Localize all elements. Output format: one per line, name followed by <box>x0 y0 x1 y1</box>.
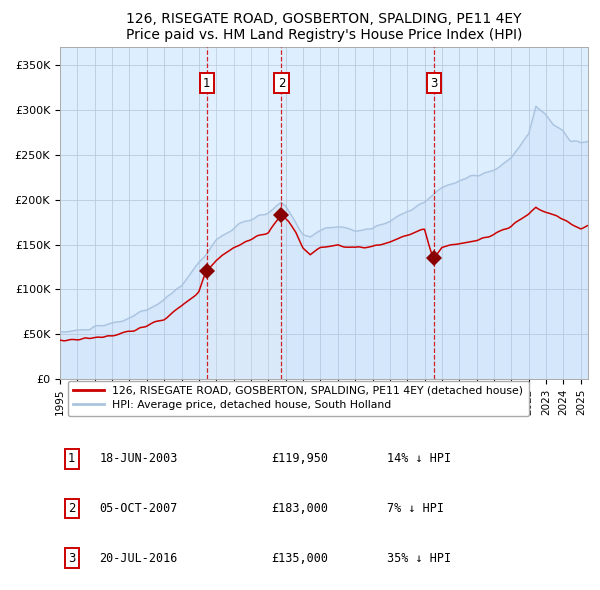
Text: 35% ↓ HPI: 35% ↓ HPI <box>388 552 451 565</box>
Title: 126, RISEGATE ROAD, GOSBERTON, SPALDING, PE11 4EY
Price paid vs. HM Land Registr: 126, RISEGATE ROAD, GOSBERTON, SPALDING,… <box>126 12 522 42</box>
Text: 1: 1 <box>203 77 211 90</box>
Text: £119,950: £119,950 <box>271 452 328 466</box>
Text: £183,000: £183,000 <box>271 502 328 515</box>
Legend: 126, RISEGATE ROAD, GOSBERTON, SPALDING, PE11 4EY (detached house), HPI: Average: 126, RISEGATE ROAD, GOSBERTON, SPALDING,… <box>68 381 529 416</box>
Text: £135,000: £135,000 <box>271 552 328 565</box>
Text: 3: 3 <box>68 552 76 565</box>
Text: 1: 1 <box>68 452 76 466</box>
Text: 14% ↓ HPI: 14% ↓ HPI <box>388 452 451 466</box>
Text: 05-OCT-2007: 05-OCT-2007 <box>100 502 178 515</box>
Text: 20-JUL-2016: 20-JUL-2016 <box>100 552 178 565</box>
Text: 18-JUN-2003: 18-JUN-2003 <box>100 452 178 466</box>
Text: 3: 3 <box>430 77 438 90</box>
Text: 2: 2 <box>68 502 76 515</box>
Text: 7% ↓ HPI: 7% ↓ HPI <box>388 502 445 515</box>
Text: 2: 2 <box>278 77 285 90</box>
Bar <box>207 47 281 379</box>
